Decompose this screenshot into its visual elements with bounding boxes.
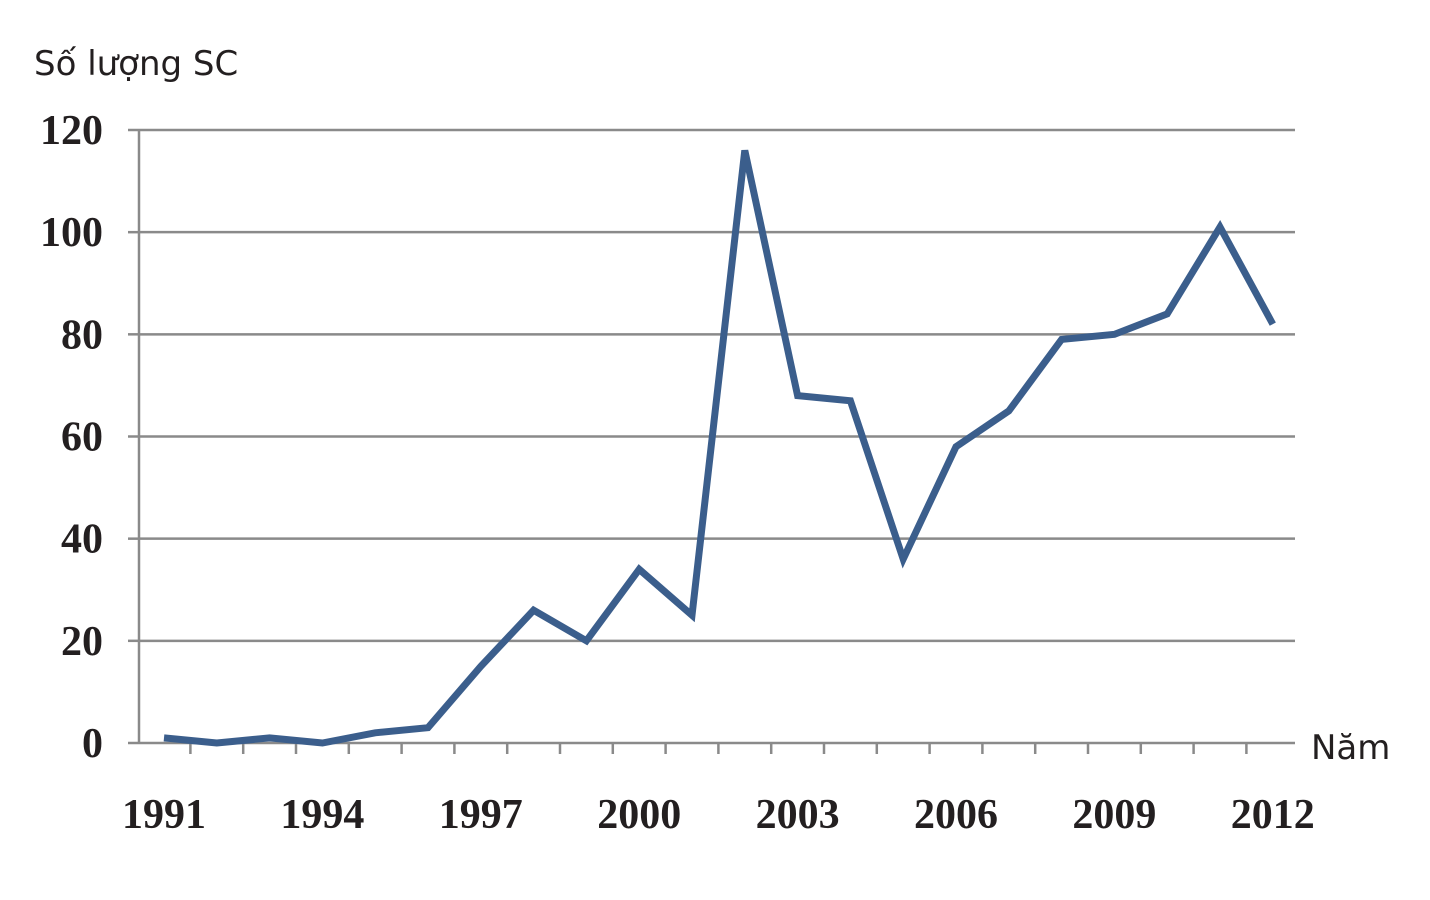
y-tick-label: 120	[40, 108, 103, 154]
y-tick-label: 40	[61, 517, 103, 563]
x-tick-label: 1994	[280, 792, 364, 838]
series-layer	[163, 149, 1276, 747]
x-tick-labels: 1991 1994 1997 2000 2003 2006 2009 2012	[122, 792, 1315, 838]
x-tick-label: 2012	[1231, 792, 1315, 838]
x-tick-label: 2009	[1072, 792, 1156, 838]
y-tick-label: 80	[61, 312, 103, 358]
x-tick-label: 2000	[597, 792, 681, 838]
x-tick-label: 1997	[439, 792, 523, 838]
series-line-0	[163, 149, 1276, 747]
x-tick-label: 2006	[914, 792, 998, 838]
y-axis-label: Số lượng SC	[34, 44, 238, 84]
y-tick-label: 0	[82, 721, 103, 767]
x-tick-label: 2003	[756, 792, 840, 838]
y-tick-label: 20	[61, 619, 103, 665]
y-tick-label: 100	[40, 210, 103, 256]
y-tick-label: 60	[61, 415, 103, 461]
gridlines	[139, 128, 1295, 643]
x-axis-label: Năm	[1311, 728, 1390, 768]
x-tick-label: 1991	[122, 792, 206, 838]
y-tick-labels: 0 20 40 60 80 100 120	[40, 108, 103, 767]
